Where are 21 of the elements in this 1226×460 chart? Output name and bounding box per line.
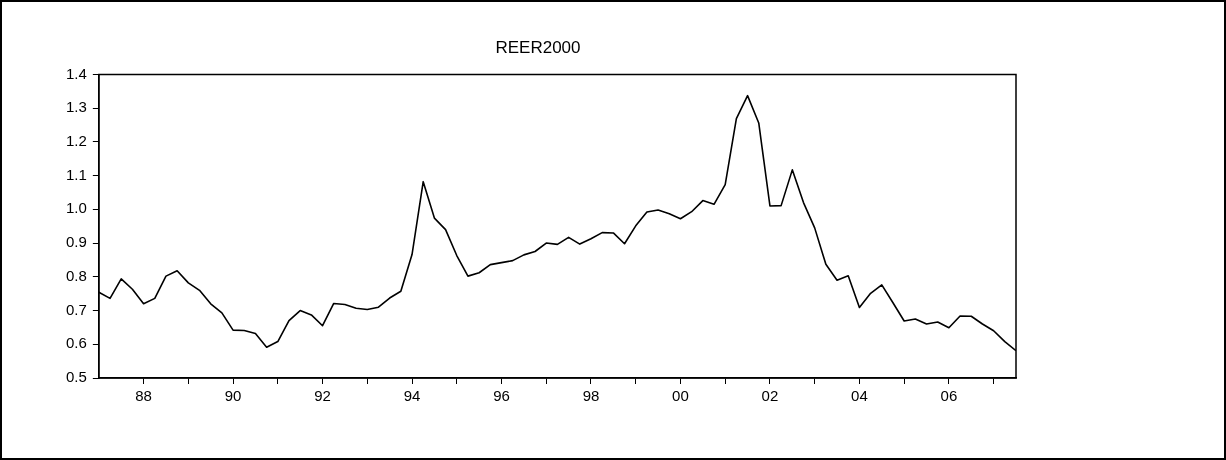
y-tick-label: 0.6: [65, 334, 87, 352]
y-tick-label: 1.3: [65, 98, 87, 116]
y-tick-label: 0.9: [65, 233, 87, 251]
y-tick-label: 1.1: [65, 165, 87, 183]
x-tick-label: 94: [403, 387, 421, 405]
x-tick-label: 06: [940, 387, 958, 405]
y-tick-label: 1.0: [65, 199, 87, 217]
x-tick-label: 04: [851, 387, 868, 405]
y-tick-label: 0.5: [65, 368, 87, 386]
x-tick-label: 00: [672, 387, 689, 405]
y-tick-label: 1.2: [65, 132, 87, 150]
x-tick-label: 98: [582, 387, 600, 405]
y-tick-label: 0.7: [65, 300, 87, 318]
x-tick-label: 88: [135, 387, 152, 405]
x-tick-label: 02: [761, 387, 779, 405]
chart-title: REER2000: [495, 37, 581, 57]
y-tick-label: 0.8: [65, 266, 87, 284]
x-tick-label: 92: [314, 387, 331, 405]
x-tick-label: 96: [493, 387, 510, 405]
x-tick-label: 90: [224, 387, 242, 405]
y-tick-label: 1.4: [65, 64, 87, 82]
